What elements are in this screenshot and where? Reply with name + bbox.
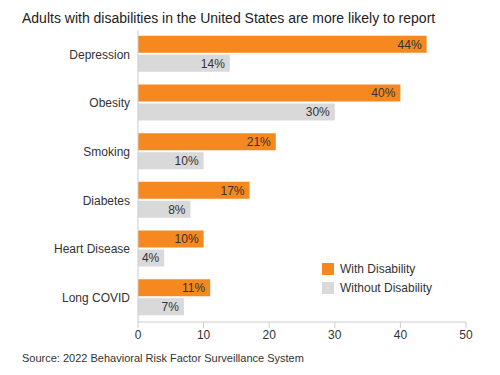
html-text:Adults with disabilities in th: Adults with disabilities in the United S… [22,10,436,26]
svg-text:50: 50 [459,328,473,342]
svg-text:Depression: Depression [69,48,130,62]
svg-text:10: 10 [197,328,211,342]
svg-text:Long COVID: Long COVID [62,291,130,305]
svg-text:11%: 11% [182,281,205,295]
svg-text:10%: 10% [175,154,199,168]
svg-text:0: 0 [135,328,142,342]
svg-text:8%: 8% [168,203,186,217]
svg-text:7%: 7% [162,300,180,314]
svg-text:Smoking: Smoking [83,145,130,159]
svg-text:Heart Disease: Heart Disease [54,242,130,256]
svg-text:Obesity: Obesity [89,96,130,110]
svg-text:30%: 30% [306,105,330,119]
html-text:Without Disability: Without Disability [340,281,432,295]
svg-text:20: 20 [263,328,277,342]
svg-text:4%: 4% [142,251,160,265]
svg-text:10%: 10% [175,232,199,246]
html-text:Source: 2022 Behavioral Risk F: Source: 2022 Behavioral Risk Factor Surv… [22,352,304,364]
svg-text:40: 40 [394,328,408,342]
html-text:With Disability: With Disability [340,262,416,276]
svg-text:30: 30 [328,328,342,342]
svg-text:14%: 14% [201,57,225,71]
svg-text:17%: 17% [220,184,244,198]
svg-text:40%: 40% [371,86,395,100]
svg-text:44%: 44% [398,38,422,52]
svg-text:21%: 21% [247,135,271,149]
svg-text:Diabetes: Diabetes [83,194,130,208]
